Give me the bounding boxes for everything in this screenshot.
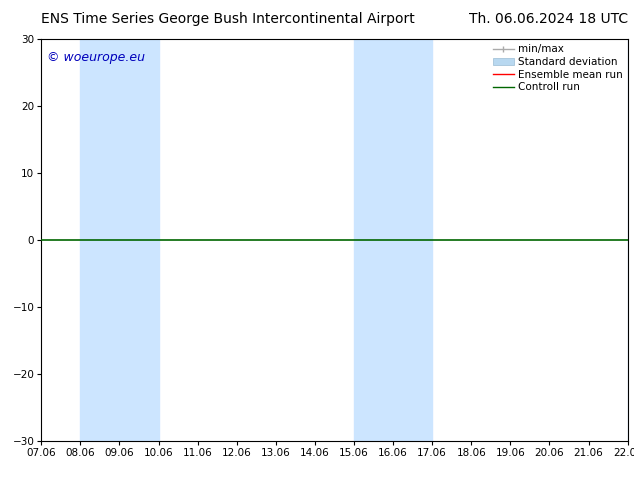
- Text: Th. 06.06.2024 18 UTC: Th. 06.06.2024 18 UTC: [469, 12, 628, 26]
- Bar: [354, 39, 432, 441]
- Bar: [628, 39, 634, 441]
- Legend: min/max, Standard deviation, Ensemble mean run, Controll run: min/max, Standard deviation, Ensemble me…: [491, 42, 624, 94]
- Bar: [81, 39, 158, 441]
- Text: © woeurope.eu: © woeurope.eu: [47, 51, 145, 64]
- Text: ENS Time Series George Bush Intercontinental Airport: ENS Time Series George Bush Intercontine…: [41, 12, 415, 26]
